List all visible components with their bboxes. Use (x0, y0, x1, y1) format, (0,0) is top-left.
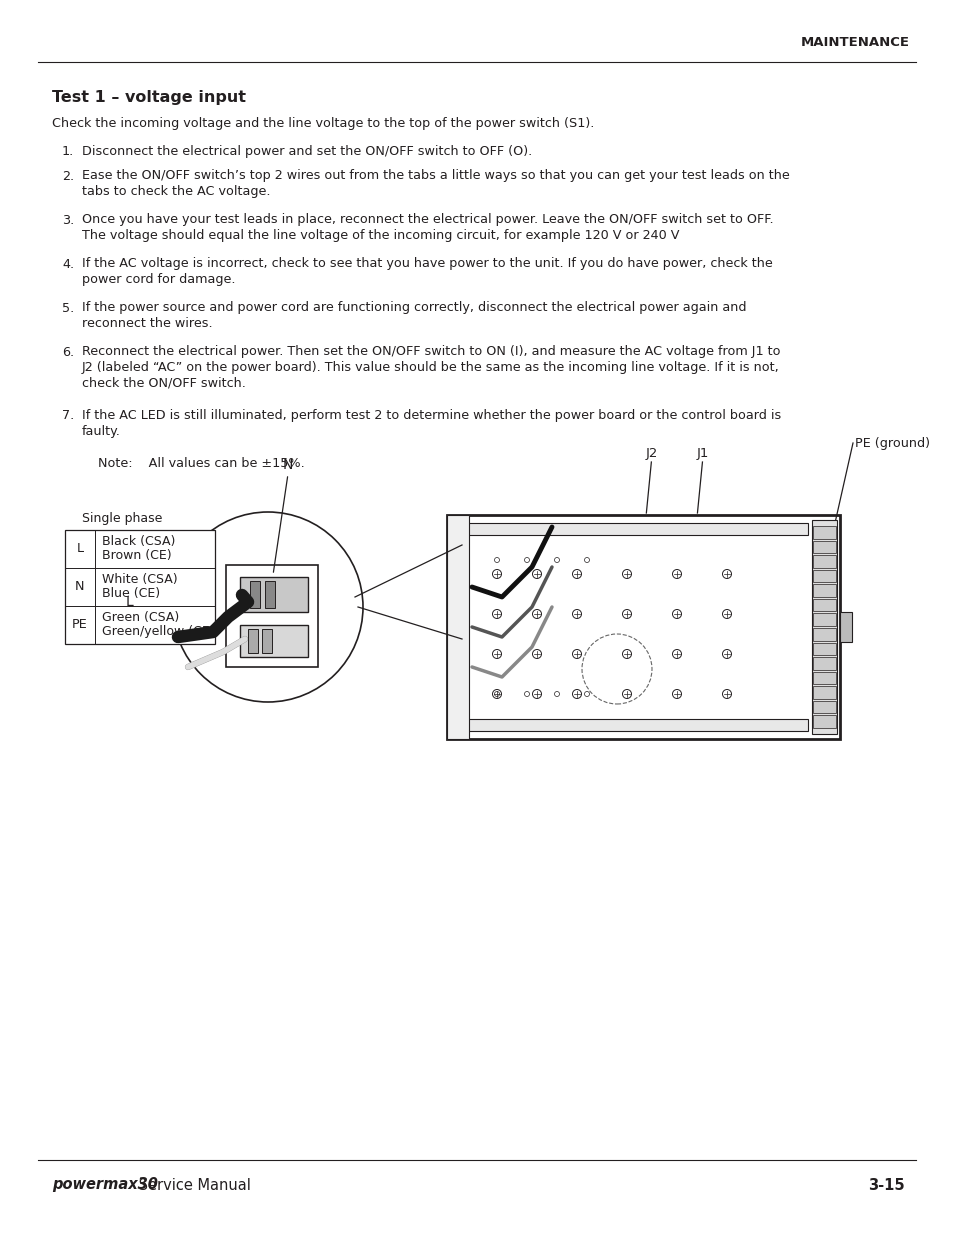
Text: If the power source and power cord are functioning correctly, disconnect the ele: If the power source and power cord are f… (82, 301, 745, 315)
Circle shape (532, 569, 541, 578)
Text: 2.: 2. (62, 169, 74, 183)
Text: J1: J1 (696, 447, 708, 459)
Bar (455, 719, 807, 731)
Text: 3-15: 3-15 (867, 1177, 904, 1193)
Text: 4.: 4. (62, 258, 74, 270)
Circle shape (572, 689, 581, 699)
Circle shape (672, 569, 680, 578)
Text: If the AC voltage is incorrect, check to see that you have power to the unit. If: If the AC voltage is incorrect, check to… (82, 258, 772, 270)
Circle shape (672, 650, 680, 658)
Text: PE (ground): PE (ground) (854, 436, 929, 450)
Text: 7.: 7. (62, 409, 74, 422)
Text: Once you have your test leads in place, reconnect the electrical power. Leave th: Once you have your test leads in place, … (82, 214, 773, 226)
Bar (250, 580, 260, 608)
Bar (65, 530, 214, 643)
Bar (812, 715, 835, 727)
FancyBboxPatch shape (240, 577, 308, 613)
Text: 1.: 1. (62, 144, 74, 158)
Bar (262, 629, 272, 653)
Circle shape (172, 513, 363, 701)
Bar (811, 520, 836, 734)
Text: 6.: 6. (62, 346, 74, 358)
Circle shape (492, 689, 501, 699)
Circle shape (532, 689, 541, 699)
Circle shape (492, 650, 501, 658)
Text: Note:    All values can be ±15%.: Note: All values can be ±15%. (98, 457, 304, 471)
Text: Reconnect the electrical power. Then set the ON/OFF switch to ON (I), and measur: Reconnect the electrical power. Then set… (82, 346, 780, 358)
Circle shape (622, 689, 631, 699)
Text: Disconnect the electrical power and set the ON/OFF switch to OFF (O).: Disconnect the electrical power and set … (82, 144, 532, 158)
Bar (265, 580, 274, 608)
Text: Service Manual: Service Manual (133, 1177, 251, 1193)
Bar (840, 613, 851, 642)
Text: N: N (75, 580, 85, 594)
Text: MAINTENANCE: MAINTENANCE (801, 37, 909, 49)
Text: Brown (CE): Brown (CE) (102, 550, 172, 562)
Text: Ease the ON/OFF switch’s top 2 wires out from the tabs a little ways so that you: Ease the ON/OFF switch’s top 2 wires out… (82, 169, 789, 183)
Text: reconnect the wires.: reconnect the wires. (82, 317, 213, 330)
Text: Test 1 – voltage input: Test 1 – voltage input (52, 90, 246, 105)
Text: If the AC LED is still illuminated, perform test 2 to determine whether the powe: If the AC LED is still illuminated, perf… (82, 409, 781, 422)
Bar (812, 556, 835, 568)
Circle shape (672, 610, 680, 619)
Bar (812, 629, 835, 641)
Circle shape (492, 569, 501, 578)
Text: L: L (125, 595, 132, 609)
Circle shape (572, 569, 581, 578)
Bar (447, 515, 840, 739)
Text: The voltage should equal the line voltage of the incoming circuit, for example 1: The voltage should equal the line voltag… (82, 228, 679, 242)
Text: Green (CSA): Green (CSA) (102, 611, 179, 625)
Circle shape (672, 689, 680, 699)
Text: J2: J2 (644, 447, 657, 459)
Circle shape (532, 650, 541, 658)
Circle shape (721, 689, 731, 699)
Text: Blue (CE): Blue (CE) (102, 588, 160, 600)
Bar (812, 584, 835, 597)
Bar (812, 526, 835, 538)
Text: check the ON/OFF switch.: check the ON/OFF switch. (82, 377, 246, 389)
Text: 5.: 5. (62, 301, 74, 315)
Circle shape (721, 569, 731, 578)
Circle shape (622, 569, 631, 578)
Bar (812, 614, 835, 626)
Bar (812, 672, 835, 684)
Text: Single phase: Single phase (82, 513, 162, 525)
Circle shape (721, 650, 731, 658)
Text: tabs to check the AC voltage.: tabs to check the AC voltage. (82, 185, 271, 198)
Text: Green/yellow (CE): Green/yellow (CE) (102, 625, 214, 638)
Circle shape (572, 650, 581, 658)
Text: PE: PE (72, 619, 88, 631)
Text: White (CSA): White (CSA) (102, 573, 177, 587)
Bar (812, 569, 835, 582)
Text: Check the incoming voltage and the line voltage to the top of the power switch (: Check the incoming voltage and the line … (52, 117, 594, 130)
Bar (812, 700, 835, 714)
Bar (812, 599, 835, 611)
Text: powermax30: powermax30 (52, 1177, 157, 1193)
Bar (455, 522, 807, 535)
Bar (812, 642, 835, 655)
Bar (447, 515, 469, 739)
Text: power cord for damage.: power cord for damage. (82, 273, 235, 287)
Text: J2 (labeled “AC” on the power board). This value should be the same as the incom: J2 (labeled “AC” on the power board). Th… (82, 361, 779, 374)
Bar (812, 541, 835, 553)
Text: 3.: 3. (62, 214, 74, 226)
Text: faulty.: faulty. (82, 425, 121, 437)
Circle shape (532, 610, 541, 619)
Circle shape (622, 610, 631, 619)
Circle shape (572, 610, 581, 619)
Text: N: N (282, 458, 293, 472)
Circle shape (622, 650, 631, 658)
Bar (248, 629, 257, 653)
Circle shape (721, 610, 731, 619)
Bar (812, 657, 835, 669)
Circle shape (492, 610, 501, 619)
Bar (812, 687, 835, 699)
Bar (226, 564, 317, 667)
FancyBboxPatch shape (240, 625, 308, 657)
Text: Black (CSA): Black (CSA) (102, 536, 175, 548)
Text: L: L (76, 542, 84, 556)
